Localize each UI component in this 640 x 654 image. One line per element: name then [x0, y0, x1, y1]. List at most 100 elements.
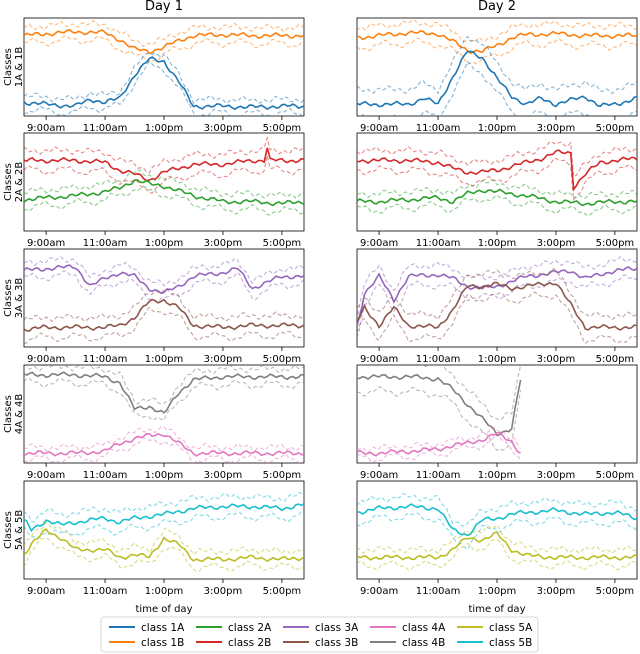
- class-2b-lower-band: [357, 157, 637, 202]
- class-1a-mean-line: [24, 56, 304, 111]
- plot-area: [357, 365, 522, 463]
- row-label-2-line-1: Classes: [3, 163, 14, 201]
- class-1b-upper-band: [357, 19, 637, 43]
- x-tick-label: 11:00am: [416, 238, 461, 249]
- class-1b-lower-band: [357, 37, 637, 65]
- legend-frame: [100, 616, 539, 653]
- legend-item-class-5b: class 5B: [457, 637, 532, 649]
- panel-row-1-day-1: 9:00am 11:00am 1:00pm 3:00pm 5:00pm: [23, 17, 305, 134]
- class-5b-lower-band: [24, 509, 304, 540]
- x-tick-label: 5:00pm: [596, 123, 635, 134]
- x-tick-label: 9:00am: [360, 470, 398, 481]
- class-4a-upper-band: [357, 426, 522, 453]
- x-tick-label: 11:00am: [83, 586, 128, 597]
- x-tick-label: 9:00am: [360, 354, 398, 365]
- x-tick-label: 3:00pm: [537, 470, 576, 481]
- class-4a-mean-line: [357, 431, 521, 457]
- x-axis-label-day-2: time of day: [469, 604, 526, 615]
- row-label-4-line-2: 4A & 4B: [14, 394, 25, 435]
- x-tick-label: 3:00pm: [537, 238, 576, 249]
- class-3a-mean-line: [357, 266, 637, 327]
- class-2a-mean-line: [357, 188, 637, 207]
- x-tick-label: 3:00pm: [204, 354, 243, 365]
- panel-frame: [23, 248, 305, 348]
- panel-row-5-day-1: 9:00am 11:00am 1:00pm 3:00pm 5:00pm: [23, 480, 305, 597]
- legend-item-class-3b: class 3B: [283, 637, 358, 649]
- class-2a-upper-band: [24, 169, 304, 199]
- x-tick-label: 1:00pm: [145, 586, 184, 597]
- panel-frame: [23, 17, 305, 117]
- class-5b-mean-line: [24, 503, 304, 533]
- class-3b-lower-band: [357, 291, 637, 345]
- class-3a-lower-band: [24, 270, 304, 302]
- x-tick-label: 11:00am: [83, 238, 128, 249]
- x-tick-label: 5:00pm: [596, 586, 635, 597]
- row-label-1: Classes 1A & 1B: [3, 47, 25, 88]
- plot-area: [24, 19, 304, 116]
- row-label-5-line-2: 5A & 5B: [14, 510, 25, 551]
- class-4a-upper-band: [24, 426, 304, 452]
- legend-label: class 1A: [141, 622, 185, 634]
- legend-label: class 2B: [228, 637, 271, 649]
- x-tick-label: 1:00pm: [145, 354, 184, 365]
- row-label-1-line-2: 1A & 1B: [14, 47, 25, 88]
- class-1a-mean-line: [357, 50, 637, 108]
- x-tick-label: 9:00am: [360, 123, 398, 134]
- legend: class 1A class 1B class 2A class 2B class 3A…: [100, 616, 539, 653]
- row-label-5: Classes 5A & 5B: [3, 510, 25, 551]
- class-2b-mean-line: [24, 147, 304, 182]
- legend-label: class 1B: [141, 637, 184, 649]
- x-tick-label: 11:00am: [83, 470, 128, 481]
- class-3a-upper-band: [357, 255, 637, 321]
- x-tick-label: 3:00pm: [204, 123, 243, 134]
- x-tick-label: 3:00pm: [537, 354, 576, 365]
- x-tick-label: 5:00pm: [263, 238, 302, 249]
- class-5b-upper-band: [357, 492, 637, 527]
- class-4a-lower-band: [357, 432, 522, 463]
- class-3b-upper-band: [24, 288, 304, 323]
- class-1b-mean-line: [24, 28, 304, 55]
- row-label-2: Classes 2A & 2B: [3, 162, 25, 203]
- x-tick-label: 9:00am: [27, 354, 65, 365]
- x-tick-label: 11:00am: [416, 123, 461, 134]
- panel-row-2-day-1: 9:00am 11:00am 1:00pm 3:00pm 5:00pm: [23, 132, 305, 249]
- x-tick-label: 1:00pm: [478, 238, 517, 249]
- class-2a-lower-band: [24, 185, 304, 216]
- x-tick-label: 5:00pm: [596, 354, 635, 365]
- plot-area: [24, 256, 304, 345]
- class-5a-mean-line: [24, 528, 304, 563]
- class-2a-upper-band: [357, 179, 637, 200]
- class-4b-mean-line: [24, 371, 304, 414]
- column-title-day-1: Day 1: [145, 0, 183, 14]
- class-2b-lower-band: [24, 155, 304, 194]
- x-tick-label: 9:00am: [27, 123, 65, 134]
- panel-frame: [356, 364, 638, 464]
- row-label-2-line-2: 2A & 2B: [14, 162, 25, 203]
- panel-frame: [356, 132, 638, 232]
- panel-frame: [356, 480, 638, 580]
- class-5b-upper-band: [24, 491, 304, 523]
- x-tick-label: 11:00am: [83, 123, 128, 134]
- row-label-1-line-1: Classes: [3, 48, 14, 86]
- legend-label: class 3A: [315, 622, 359, 634]
- class-4b-lower-band: [24, 377, 304, 421]
- legend-item-class-4b: class 4B: [370, 637, 445, 649]
- class-4b-upper-band: [24, 365, 304, 405]
- x-tick-label: 5:00pm: [263, 470, 302, 481]
- x-tick-label: 11:00am: [416, 354, 461, 365]
- x-tick-label: 9:00am: [27, 470, 65, 481]
- x-tick-label: 3:00pm: [204, 238, 243, 249]
- panel-row-3-day-2: 9:00am 11:00am 1:00pm 3:00pm 5:00pm: [356, 248, 638, 365]
- class-5a-upper-band: [24, 521, 304, 556]
- x-tick-label: 3:00pm: [204, 586, 243, 597]
- x-tick-label: 1:00pm: [478, 123, 517, 134]
- row-label-4-line-1: Classes: [3, 395, 14, 433]
- class-5a-mean-line: [357, 531, 637, 561]
- class-1a-lower-band: [24, 60, 304, 116]
- plot-area: [357, 255, 637, 345]
- x-tick-label: 9:00am: [27, 586, 65, 597]
- plot-area: [357, 140, 637, 217]
- class-1b-upper-band: [24, 19, 304, 47]
- panel-frame: [23, 132, 305, 232]
